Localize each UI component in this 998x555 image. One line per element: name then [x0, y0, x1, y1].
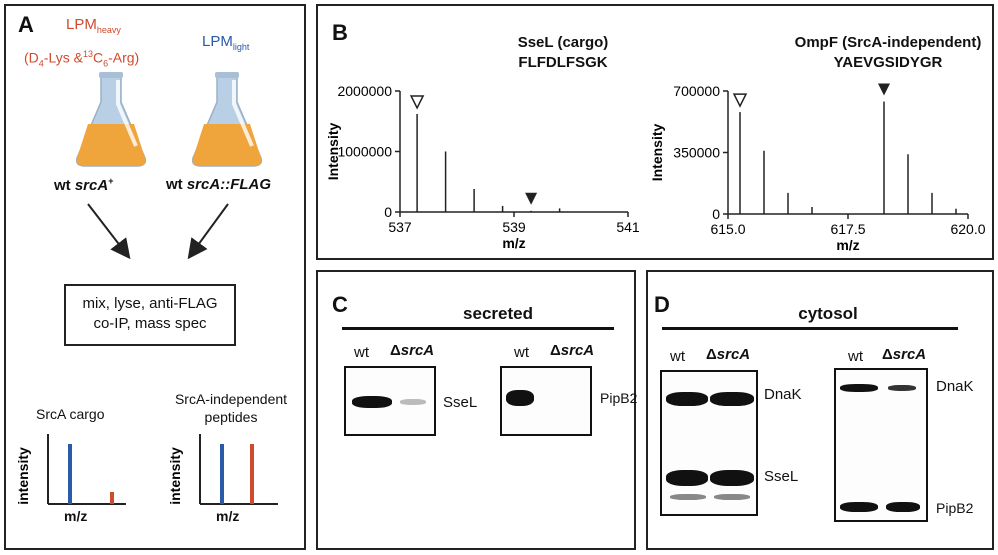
chart1-xtick-label: 539: [502, 219, 526, 235]
d2-bottom-band-label: PipB2: [936, 500, 974, 516]
strain-flag-label: wt srcA::FLAG: [166, 176, 272, 193]
c2-lane-mutant: ΔsrcA: [550, 342, 595, 359]
chart2-light-marker: [732, 93, 748, 108]
chart1-ytick-label: 0: [384, 204, 392, 220]
svg-text:intensity: intensity: [168, 447, 183, 505]
independent-mini-plot: intensity: [168, 434, 278, 505]
mixing-arrows: [87, 203, 229, 260]
d1-top-band-label: DnaK: [764, 386, 802, 403]
d1-ssel-wt: [666, 470, 708, 486]
chart1-ytick-label: 1000000: [337, 144, 392, 160]
chart2-xtick-label: 617.5: [830, 221, 865, 237]
chart1-ytick-label: 2000000: [337, 83, 392, 99]
d1-lane-wt: wt: [670, 348, 685, 365]
chart2-xlabel: m/z: [836, 237, 859, 253]
c1-blot: [344, 366, 436, 436]
chart2-xtick-label: 620.0: [950, 221, 985, 237]
panel-c: C secreted wt ΔsrcA SseL wt ΔsrcA PipB2: [316, 270, 638, 550]
panel-c-header-rule: [342, 327, 614, 330]
panel-a-label: A: [18, 12, 34, 37]
panel-d: D cytosol wt ΔsrcA DnaK SseL wt ΔsrcA Dn…: [646, 270, 994, 550]
cargo-xlabel: m/z: [64, 508, 88, 524]
chart-ssel-spectrum: 0 1000000 2000000 537 539 541 m/z Intensity: [325, 83, 640, 251]
chart2-ytick-label: 0: [712, 206, 720, 222]
c1-lane-wt: wt: [354, 344, 369, 361]
light-medium-label: LPMlight: [202, 33, 250, 52]
chart2-xtick-label: 615.0: [710, 221, 745, 237]
chart1-heavy-marker: [525, 192, 538, 205]
chart2-ytick-label: 700000: [673, 83, 720, 99]
d2-dnak-mutant: [888, 385, 916, 391]
chart-ompf-spectrum: 0 350000 700000 615.0 617.5 620.0 m/z Intensity: [649, 83, 986, 253]
chart2-title: OmpF (SrcA-independent): [794, 34, 982, 51]
d1-lower-mutant: [714, 494, 750, 500]
chart1-xlabel: m/z: [502, 235, 525, 251]
d2-lane-wt: wt: [848, 348, 863, 365]
chart1-xtick-label: 537: [388, 219, 412, 235]
chart1-light-marker: [409, 95, 425, 110]
d2-pipb2-mutant: [886, 502, 920, 512]
panel-b-label: B: [332, 20, 348, 45]
d2-top-band-label: DnaK: [936, 378, 974, 395]
chart1-subtitle: FLFDLFSGK: [518, 54, 608, 71]
d2-pipb2-wt: [840, 502, 878, 512]
chart2-ylabel: Intensity: [649, 124, 665, 182]
chart2-heavy-marker: [878, 83, 890, 96]
c1-band-mutant: [400, 399, 426, 405]
c2-blot: [500, 366, 592, 436]
c2-lane-wt: wt: [514, 344, 529, 361]
independent-xlabel: m/z: [216, 508, 240, 524]
chart1-title: SseL (cargo): [517, 34, 609, 51]
d1-bottom-band-label: SseL: [764, 468, 799, 485]
d1-blot: [660, 370, 758, 516]
svg-text:intensity: intensity: [16, 447, 31, 505]
c2-band-label: PipB2: [600, 390, 638, 406]
strain-wt-label: wt srcA+: [54, 176, 114, 194]
panel-d-label: D: [654, 292, 670, 317]
panel-d-header: cytosol: [798, 304, 858, 323]
d1-dnak-wt: [666, 392, 708, 406]
d1-dnak-mutant: [710, 392, 754, 406]
process-box: mix, lyse, anti-FLAG co-IP, mass spec: [64, 284, 236, 346]
chart1-xtick-label: 541: [616, 219, 640, 235]
d2-blot: [834, 368, 928, 522]
heavy-medium-formula: (D4-Lys &13C6-Arg): [24, 49, 140, 69]
d2-dnak-wt: [840, 384, 878, 392]
chart2-ytick-label: 350000: [673, 145, 720, 161]
independent-plot-title: SrcA-independent peptides: [174, 391, 288, 425]
panel-d-header-rule: [662, 327, 958, 330]
process-step-2: co-IP, mass spec: [93, 315, 207, 332]
c1-band-label: SseL: [443, 394, 478, 411]
cargo-plot-title: SrcA cargo: [36, 406, 105, 422]
flask-light-icon: [191, 72, 263, 167]
panel-c-label: C: [332, 292, 348, 317]
d1-ssel-mutant: [710, 470, 754, 486]
panel-c-header: secreted: [463, 304, 533, 323]
process-step-1: mix, lyse, anti-FLAG: [82, 295, 218, 312]
heavy-medium-label: LPMheavy: [66, 16, 121, 35]
panel-b: B SseL (cargo) FLFDLFSGK OmpF (SrcA-inde…: [316, 4, 994, 260]
d1-lane-mutant: ΔsrcA: [706, 346, 751, 363]
cargo-mini-plot: intensity: [16, 434, 126, 505]
flask-heavy-icon: [75, 72, 147, 167]
panel-a: A LPMheavy (D4-Lys &13C6-Arg) LPMlight w…: [4, 4, 306, 550]
chart2-subtitle: YAEVGSIDYGR: [833, 54, 943, 71]
d2-lane-mutant: ΔsrcA: [882, 346, 927, 363]
d1-lower-wt: [670, 494, 706, 500]
c1-band-wt: [352, 396, 392, 408]
c2-band-wt: [506, 390, 534, 406]
chart1-ylabel: Intensity: [325, 123, 341, 181]
c1-lane-mutant: ΔsrcA: [390, 342, 435, 359]
